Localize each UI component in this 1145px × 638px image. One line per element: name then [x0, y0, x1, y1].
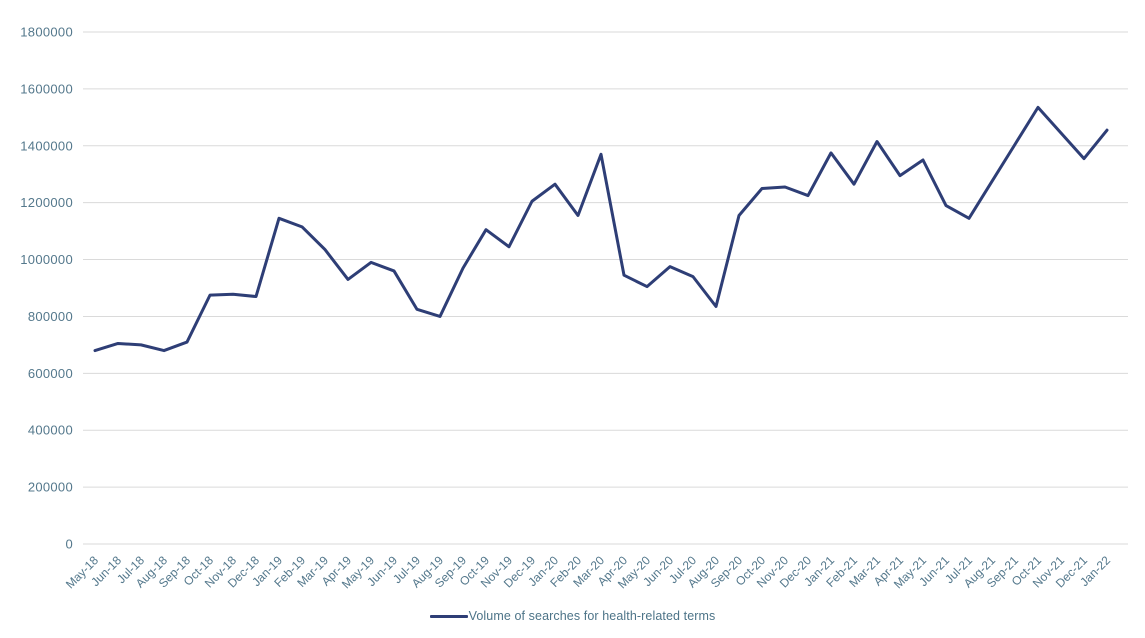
y-tick-label: 1000000 [20, 252, 73, 267]
y-tick-label: 1600000 [20, 81, 73, 96]
y-tick-label: 200000 [28, 480, 73, 495]
y-tick-label: 800000 [28, 309, 73, 324]
y-tick-label: 0 [65, 537, 73, 552]
y-tick-label: 1400000 [20, 138, 73, 153]
legend-label: Volume of searches for health-related te… [468, 609, 716, 623]
y-tick-label: 600000 [28, 366, 73, 381]
legend: Volume of searches for health-related te… [0, 609, 1145, 623]
y-tick-label: 1800000 [20, 25, 73, 40]
line-chart-canvas: 0 200000 400000 600000 800000 1000000 1200000 1… [20, 25, 1128, 591]
legend-line-swatch [429, 614, 468, 618]
y-tick-label: 400000 [28, 423, 73, 438]
y-tick-label: 1200000 [20, 195, 73, 210]
series-line [93, 105, 1109, 353]
